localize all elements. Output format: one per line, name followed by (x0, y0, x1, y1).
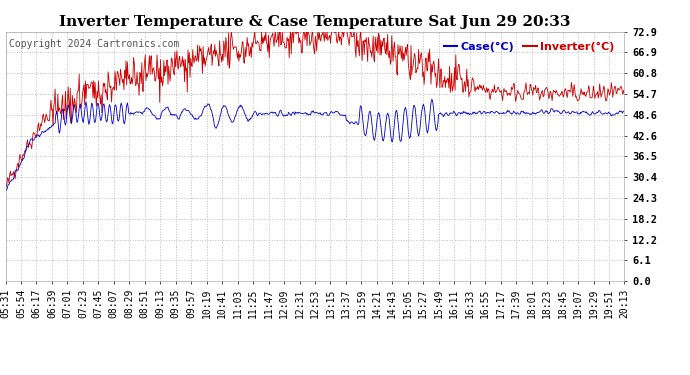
Title: Inverter Temperature & Case Temperature Sat Jun 29 20:33: Inverter Temperature & Case Temperature … (59, 15, 571, 29)
Text: Copyright 2024 Cartronics.com: Copyright 2024 Cartronics.com (8, 39, 179, 50)
Legend: Case(°C), Inverter(°C): Case(°C), Inverter(°C) (440, 38, 619, 56)
